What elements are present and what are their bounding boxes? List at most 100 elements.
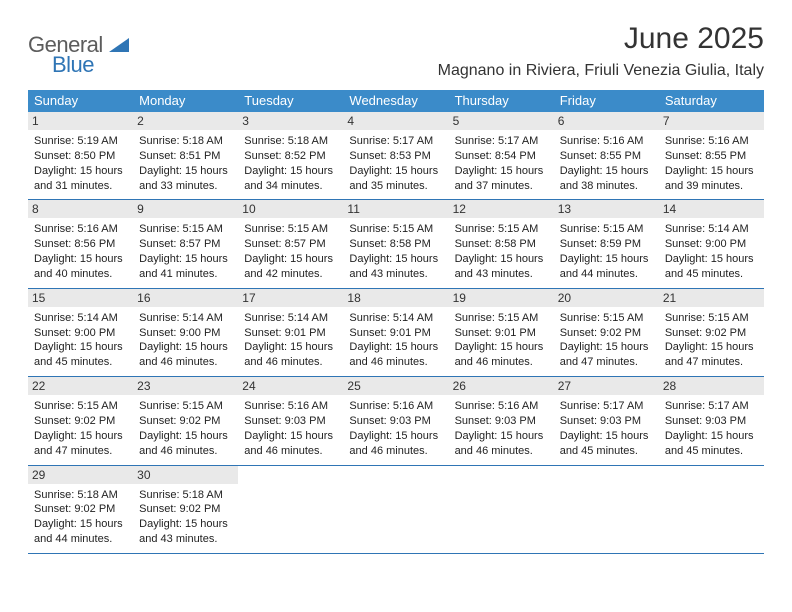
location-subtitle: Magnano in Riviera, Friuli Venezia Giuli… (438, 62, 764, 80)
day-number: 24 (238, 377, 343, 395)
day-info: Sunrise: 5:15 AMSunset: 8:59 PMDaylight:… (560, 222, 653, 281)
sunrise-line: Sunrise: 5:15 AM (349, 222, 442, 237)
day-info: Sunrise: 5:16 AMSunset: 8:55 PMDaylight:… (665, 134, 758, 193)
day-info: Sunrise: 5:18 AMSunset: 8:51 PMDaylight:… (139, 134, 232, 193)
calendar-cell: 15Sunrise: 5:14 AMSunset: 9:00 PMDayligh… (28, 289, 133, 376)
sunset-line: Sunset: 9:03 PM (560, 414, 653, 429)
daylight-line: Daylight: 15 hours and 43 minutes. (349, 252, 442, 282)
calendar-cell: 11Sunrise: 5:15 AMSunset: 8:58 PMDayligh… (343, 200, 448, 287)
day-info: Sunrise: 5:15 AMSunset: 8:57 PMDaylight:… (244, 222, 337, 281)
sunset-line: Sunset: 9:00 PM (139, 326, 232, 341)
calendar-cell-blank: . (449, 466, 554, 553)
sunset-line: Sunset: 9:01 PM (455, 326, 548, 341)
day-number: 16 (133, 289, 238, 307)
week-row: 8Sunrise: 5:16 AMSunset: 8:56 PMDaylight… (28, 200, 764, 288)
sunset-line: Sunset: 8:57 PM (244, 237, 337, 252)
daylight-line: Daylight: 15 hours and 33 minutes. (139, 164, 232, 194)
weeks-container: 1Sunrise: 5:19 AMSunset: 8:50 PMDaylight… (28, 112, 764, 554)
daylight-line: Daylight: 15 hours and 46 minutes. (139, 340, 232, 370)
day-info: Sunrise: 5:14 AMSunset: 9:01 PMDaylight:… (244, 311, 337, 370)
title-block: June 2025 Magnano in Riviera, Friuli Ven… (438, 22, 764, 86)
day-number: 2 (133, 112, 238, 130)
day-info: Sunrise: 5:17 AMSunset: 8:53 PMDaylight:… (349, 134, 442, 193)
daylight-line: Daylight: 15 hours and 46 minutes. (349, 429, 442, 459)
daylight-line: Daylight: 15 hours and 37 minutes. (455, 164, 548, 194)
calendar-cell: 22Sunrise: 5:15 AMSunset: 9:02 PMDayligh… (28, 377, 133, 464)
calendar-cell: 1Sunrise: 5:19 AMSunset: 8:50 PMDaylight… (28, 112, 133, 199)
day-number: 30 (133, 466, 238, 484)
sunset-line: Sunset: 8:55 PM (665, 149, 758, 164)
day-info: Sunrise: 5:15 AMSunset: 9:02 PMDaylight:… (139, 399, 232, 458)
calendar-cell: 3Sunrise: 5:18 AMSunset: 8:52 PMDaylight… (238, 112, 343, 199)
calendar-cell: 26 Sunrise: 5:16 AMSunset: 9:03 PMDayligh… (449, 377, 554, 464)
day-info: Sunrise: 5:19 AMSunset: 8:50 PMDaylight:… (34, 134, 127, 193)
calendar-cell: 9Sunrise: 5:15 AMSunset: 8:57 PMDaylight… (133, 200, 238, 287)
daylight-line: Daylight: 15 hours and 31 minutes. (34, 164, 127, 194)
logo-triangle-icon (109, 38, 129, 57)
calendar-cell: 8Sunrise: 5:16 AMSunset: 8:56 PMDaylight… (28, 200, 133, 287)
day-header: Saturday (659, 90, 764, 112)
sunrise-line: Sunrise: 5:15 AM (455, 311, 548, 326)
day-info: Sunrise: 5:15 AMSunset: 9:02 PMDaylight:… (34, 399, 127, 458)
day-info: Sunrise: 5:16 AMSunset: 8:55 PMDaylight:… (560, 134, 653, 193)
calendar-grid: SundayMondayTuesdayWednesdayThursdayFrid… (28, 90, 764, 554)
sunset-line: Sunset: 9:02 PM (139, 502, 232, 517)
sunrise-line: Sunrise: 5:18 AM (139, 488, 232, 503)
header: General Blue June 2025 Magnano in Rivier… (28, 22, 764, 86)
day-header-row: SundayMondayTuesdayWednesdayThursdayFrid… (28, 90, 764, 112)
calendar-cell: 23 Sunrise: 5:15 AMSunset: 9:02 PMDayligh… (133, 377, 238, 464)
day-number: 23 (133, 377, 238, 395)
sunset-line: Sunset: 8:58 PM (349, 237, 442, 252)
logo-word-blue: Blue (52, 52, 94, 77)
sunrise-line: Sunrise: 5:15 AM (560, 222, 653, 237)
day-info: Sunrise: 5:18 AMSunset: 9:02 PMDaylight:… (139, 488, 232, 547)
sunset-line: Sunset: 9:03 PM (455, 414, 548, 429)
sunrise-line: Sunrise: 5:16 AM (455, 399, 548, 414)
day-info: Sunrise: 5:17 AMSunset: 9:03 PMDaylight:… (665, 399, 758, 458)
sunset-line: Sunset: 9:03 PM (665, 414, 758, 429)
sunrise-line: Sunrise: 5:18 AM (139, 134, 232, 149)
day-info: Sunrise: 5:14 AMSunset: 9:00 PMDaylight:… (139, 311, 232, 370)
day-number: 4 (343, 112, 448, 130)
calendar-cell: 5Sunrise: 5:17 AMSunset: 8:54 PMDaylight… (449, 112, 554, 199)
calendar-page: General Blue June 2025 Magnano in Rivier… (0, 0, 792, 554)
day-number: 10 (238, 200, 343, 218)
day-header: Friday (554, 90, 659, 112)
day-info: Sunrise: 5:15 AMSunset: 8:57 PMDaylight:… (139, 222, 232, 281)
day-info: Sunrise: 5:16 AMSunset: 8:56 PMDaylight:… (34, 222, 127, 281)
calendar-cell: 24 Sunrise: 5:16 AMSunset: 9:03 PMDayligh… (238, 377, 343, 464)
day-number: 5 (449, 112, 554, 130)
daylight-line: Daylight: 15 hours and 46 minutes. (455, 429, 548, 459)
day-info: Sunrise: 5:16 AMSunset: 9:03 PMDaylight:… (244, 399, 337, 458)
sunrise-line: Sunrise: 5:16 AM (34, 222, 127, 237)
calendar-cell: 18Sunrise: 5:14 AMSunset: 9:01 PMDayligh… (343, 289, 448, 376)
calendar-cell: 14Sunrise: 5:14 AMSunset: 9:00 PMDayligh… (659, 200, 764, 287)
sunrise-line: Sunrise: 5:14 AM (244, 311, 337, 326)
day-number: 12 (449, 200, 554, 218)
day-number: 3 (238, 112, 343, 130)
calendar-cell: 21Sunrise: 5:15 AMSunset: 9:02 PMDayligh… (659, 289, 764, 376)
daylight-line: Daylight: 15 hours and 46 minutes. (455, 340, 548, 370)
sunset-line: Sunset: 9:00 PM (34, 326, 127, 341)
day-number: 27 (554, 377, 659, 395)
day-info: Sunrise: 5:15 AMSunset: 9:02 PMDaylight:… (665, 311, 758, 370)
daylight-line: Daylight: 15 hours and 42 minutes. (244, 252, 337, 282)
calendar-cell: 25Sunrise: 5:16 AMSunset: 9:03 PMDayligh… (343, 377, 448, 464)
daylight-line: Daylight: 15 hours and 47 minutes. (34, 429, 127, 459)
daylight-line: Daylight: 15 hours and 35 minutes. (349, 164, 442, 194)
sunset-line: Sunset: 9:02 PM (560, 326, 653, 341)
daylight-line: Daylight: 15 hours and 45 minutes. (665, 429, 758, 459)
sunrise-line: Sunrise: 5:14 AM (349, 311, 442, 326)
sunset-line: Sunset: 9:03 PM (349, 414, 442, 429)
sunrise-line: Sunrise: 5:15 AM (244, 222, 337, 237)
sunset-line: Sunset: 8:53 PM (349, 149, 442, 164)
daylight-line: Daylight: 15 hours and 44 minutes. (34, 517, 127, 547)
sunrise-line: Sunrise: 5:17 AM (665, 399, 758, 414)
day-number: 26 (449, 377, 554, 395)
sunset-line: Sunset: 8:51 PM (139, 149, 232, 164)
calendar-cell: 28Sunrise: 5:17 AMSunset: 9:03 PMDayligh… (659, 377, 764, 464)
daylight-line: Daylight: 15 hours and 47 minutes. (560, 340, 653, 370)
week-row: 22Sunrise: 5:15 AMSunset: 9:02 PMDayligh… (28, 377, 764, 465)
week-row: 29Sunrise: 5:18 AMSunset: 9:02 PMDayligh… (28, 466, 764, 554)
sunrise-line: Sunrise: 5:16 AM (665, 134, 758, 149)
